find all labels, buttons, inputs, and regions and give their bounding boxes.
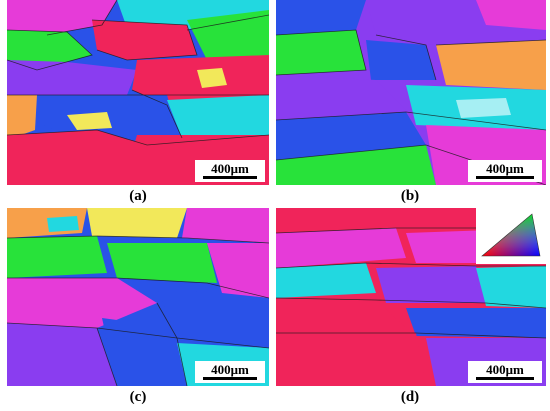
ebsd-map-b: 400μm <box>276 0 546 185</box>
caption-d: (d) <box>400 389 420 405</box>
scale-label-d: 400μm <box>486 362 524 377</box>
ebsd-map-a: 400μm <box>7 0 269 185</box>
caption-b: (b) <box>400 188 420 204</box>
scale-bar-d: 400μm <box>468 361 542 383</box>
grain-map-b <box>276 0 546 185</box>
ebsd-map-c: 400μm <box>7 208 269 386</box>
scale-line-d <box>476 377 534 380</box>
scale-bar-b: 400μm <box>468 160 542 182</box>
caption-a: (a) <box>129 188 147 204</box>
caption-c: (c) <box>129 389 147 405</box>
scale-bar-a: 400μm <box>195 160 265 182</box>
ipf-color-key <box>476 208 546 264</box>
ipf-triangle-icon <box>481 213 541 257</box>
scale-label-b: 400μm <box>486 161 524 176</box>
grain-map-c <box>7 208 269 386</box>
scale-line-b <box>476 176 534 179</box>
scale-line-c <box>203 377 257 380</box>
ebsd-map-d: 400μm <box>276 208 546 386</box>
scale-line-a <box>203 176 257 179</box>
scale-bar-c: 400μm <box>195 361 265 383</box>
scale-label-a: 400μm <box>211 161 249 176</box>
scale-label-c: 400μm <box>211 362 249 377</box>
grain-map-a <box>7 0 269 185</box>
